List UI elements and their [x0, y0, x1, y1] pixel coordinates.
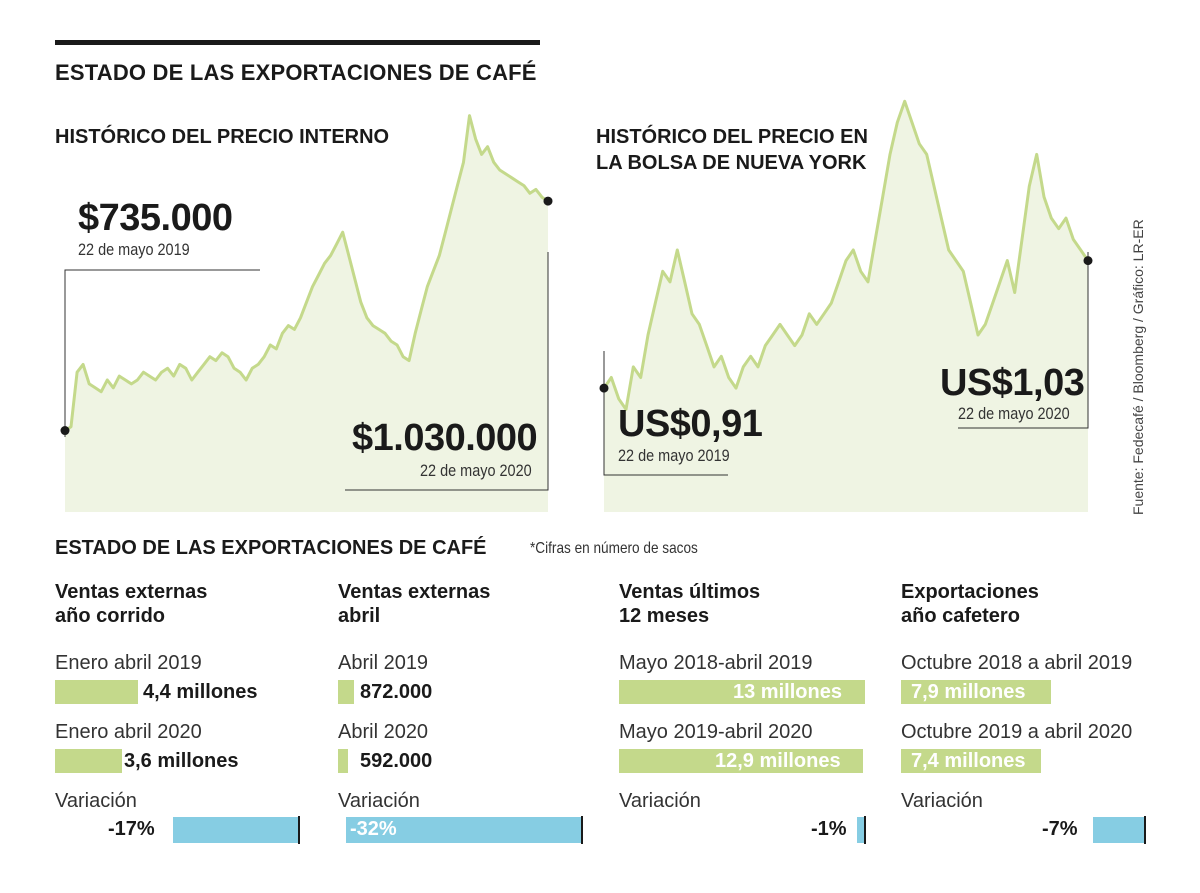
- variation-value: -7%: [1042, 818, 1078, 840]
- chart2-start-value: US$0,91: [618, 403, 763, 445]
- stat-column-april: Ventas externas abril Abril 2019 872.000…: [338, 580, 618, 880]
- chart1-end-point: [543, 196, 553, 206]
- variation-label: Variación: [338, 790, 420, 812]
- chart1-end-value: $1.030.000: [352, 417, 538, 459]
- row1-label: Abril 2019: [338, 652, 429, 674]
- variation-value: -17%: [108, 818, 155, 840]
- chart1-start-date: 22 de mayo 2019: [78, 240, 190, 259]
- column-title: Ventas externas abril: [338, 581, 491, 627]
- row2-value: 592.000: [360, 750, 433, 772]
- column-title: Ventas últimos 12 meses: [619, 581, 761, 627]
- row2-label: Abril 2020: [338, 721, 429, 743]
- units-note: *Cifras en número de sacos: [530, 540, 698, 557]
- stat-column-year-to-date: Ventas externas año corrido Enero abril …: [55, 580, 335, 880]
- chart2-end-value: US$1,03: [940, 362, 1085, 404]
- row2-bar: [619, 749, 863, 773]
- variation-value: -1%: [811, 818, 847, 840]
- variation-bar: [173, 817, 299, 843]
- variation-bar: [1093, 817, 1145, 843]
- chart1-line: [64, 114, 549, 432]
- chart2-title: HISTÓRICO DEL PRECIO EN LA BOLSA DE NUEV…: [596, 126, 868, 174]
- chart1-title: HISTÓRICO DEL PRECIO INTERNO: [55, 126, 390, 148]
- chart2-line: [602, 99, 1090, 411]
- chart1-start-leader: [64, 269, 260, 437]
- row1-value: 7,9 millones: [911, 681, 1026, 703]
- top-rule: [55, 40, 540, 45]
- variation-axis: [1144, 816, 1146, 844]
- variation-axis: [298, 816, 300, 844]
- chart1-area: [65, 115, 548, 512]
- chart2-area: [604, 101, 1088, 513]
- row1-label: Octubre 2018 a abril 2019: [901, 652, 1133, 674]
- variation-bar: [346, 817, 582, 843]
- row1-value: 13 millones: [733, 681, 842, 703]
- row1-bar: [55, 680, 138, 704]
- variation-label: Variación: [619, 790, 701, 812]
- variation-bar: [857, 817, 865, 843]
- row2-value: 12,9 millones: [715, 750, 841, 772]
- chart2-end-leader: [958, 252, 1089, 429]
- chart2-end-date: 22 de mayo 2020: [958, 404, 1070, 423]
- row1-label: Mayo 2018-abril 2019: [619, 652, 813, 674]
- source-credit: Fuente: Fedecafé / Bloomberg / Gráfico: …: [1130, 219, 1146, 515]
- column-title: Exportaciones año cafetero: [901, 581, 1039, 627]
- row2-value: 3,6 millones: [124, 750, 239, 772]
- row2-label: Mayo 2019-abril 2020: [619, 721, 813, 743]
- variation-label: Variación: [55, 790, 137, 812]
- row1-value: 4,4 millones: [143, 681, 258, 703]
- row2-value: 7,4 millones: [911, 750, 1026, 772]
- chart1-start-value: $735.000: [78, 197, 233, 239]
- column-title: Ventas externas año corrido: [55, 581, 208, 627]
- row2-bar: [55, 749, 122, 773]
- chart2-start-point: [599, 383, 609, 393]
- row2-bar: [901, 749, 1041, 773]
- row1-value: 872.000: [360, 681, 433, 703]
- chart1-start-point: [60, 426, 70, 436]
- row1-bar: [901, 680, 1051, 704]
- chart1-end-leader: [345, 252, 549, 491]
- row2-bar: [338, 749, 348, 773]
- variation-value: -32%: [350, 818, 397, 840]
- row1-label: Enero abril 2019: [55, 652, 202, 674]
- variation-label: Variación: [901, 790, 983, 812]
- row2-label: Enero abril 2020: [55, 721, 202, 743]
- stat-column-coffee-year: Exportaciones año cafetero Octubre 2018 …: [901, 580, 1181, 880]
- row1-bar: [338, 680, 354, 704]
- stat-column-last-12-months: Ventas últimos 12 meses Mayo 2018-abril …: [619, 580, 899, 880]
- variation-axis: [864, 816, 866, 844]
- section-title: ESTADO DE LAS EXPORTACIONES DE CAFÉ: [55, 537, 487, 559]
- page-title: ESTADO DE LAS EXPORTACIONES DE CAFÉ: [55, 60, 537, 85]
- row1-bar: [619, 680, 865, 704]
- variation-axis: [581, 816, 583, 844]
- chart2-start-date: 22 de mayo 2019: [618, 446, 730, 465]
- row2-label: Octubre 2019 a abril 2020: [901, 721, 1133, 743]
- chart2-end-point: [1083, 256, 1093, 266]
- chart1-end-date: 22 de mayo 2020: [420, 461, 532, 480]
